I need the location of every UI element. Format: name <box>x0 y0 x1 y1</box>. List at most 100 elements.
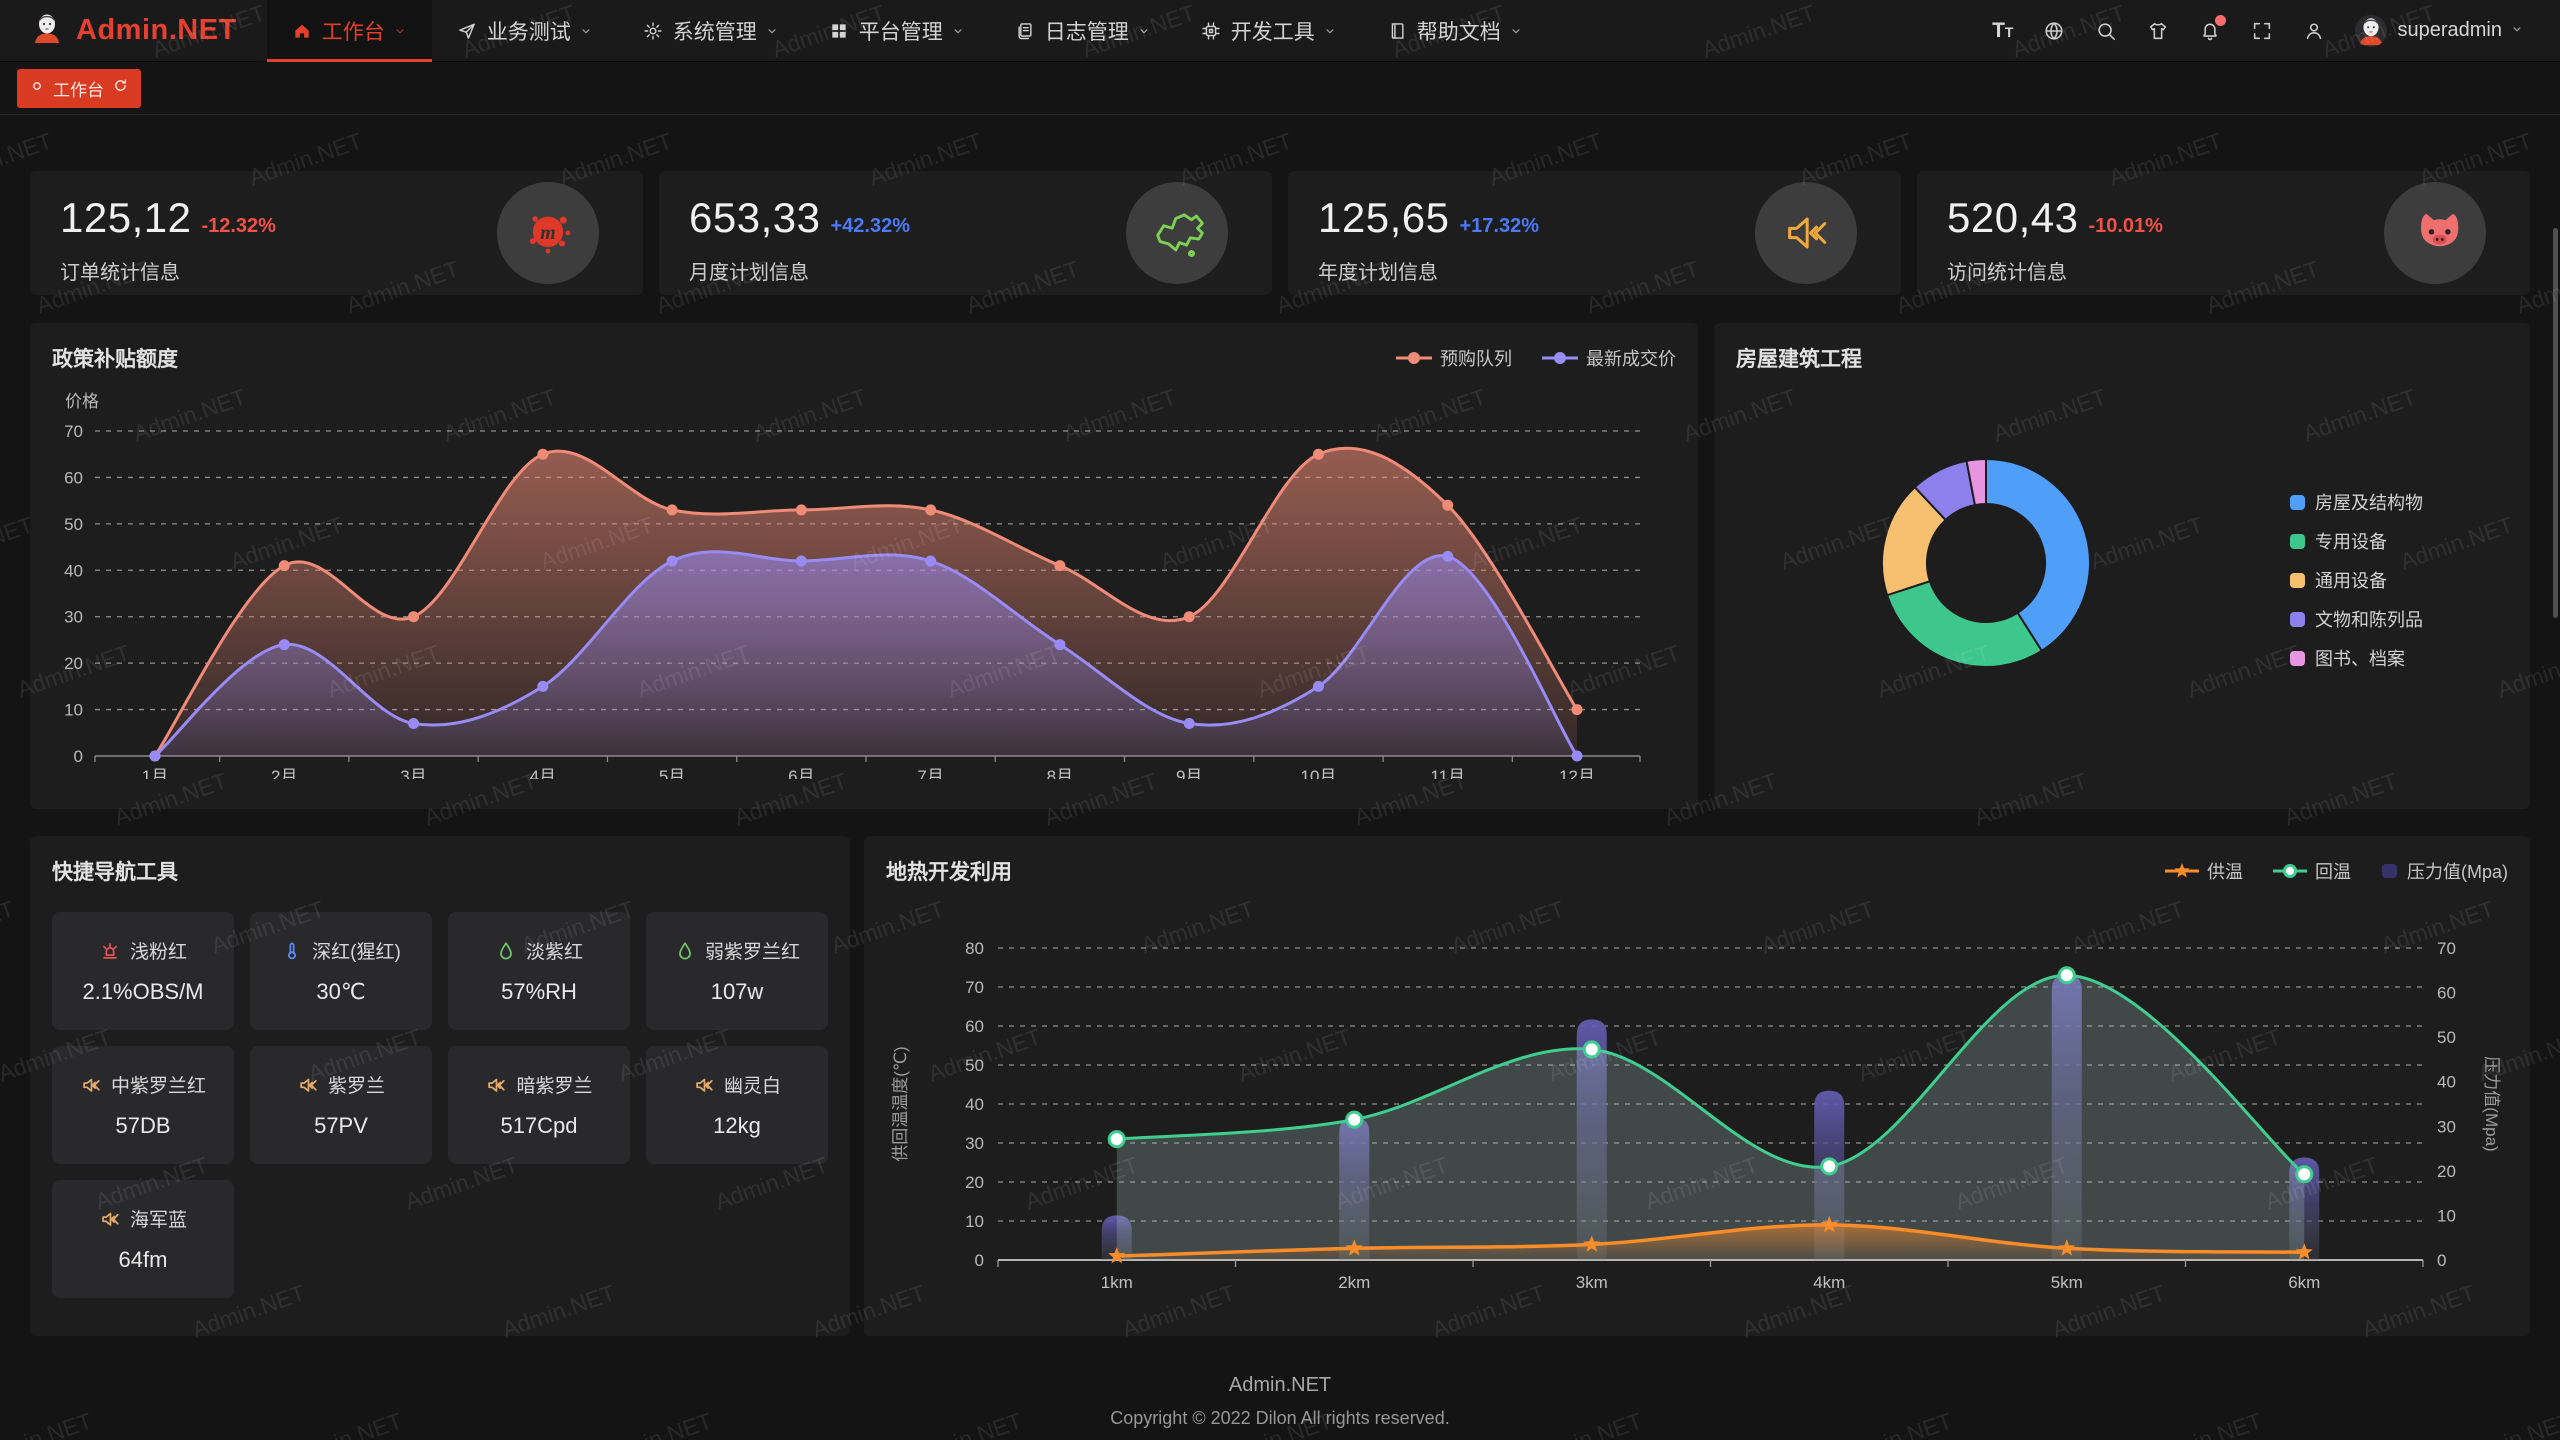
svg-text:3km: 3km <box>1576 1273 1608 1292</box>
menu-item-label: 业务测试 <box>486 20 571 44</box>
footer-app-name: Admin.NET <box>1228 1374 1332 1396</box>
quick-nav-value: 57PV <box>314 1113 368 1138</box>
svg-text:60: 60 <box>965 1017 984 1036</box>
legend-item[interactable]: 图书、档案 <box>2290 645 2423 671</box>
active-tab-dot-icon <box>30 78 44 98</box>
legend-item[interactable]: 回温 <box>2272 858 2351 884</box>
scrollbar-thumb[interactable] <box>2553 228 2558 618</box>
quick-nav-item[interactable]: 紫罗兰 57PV <box>250 1046 432 1164</box>
legend-item[interactable]: 预购队列 <box>1396 345 1512 371</box>
quick-nav-label: 深红(猩红) <box>312 942 401 963</box>
page-content: 125,12 -12.32% 订单统计信息 m 653,33 +42.32% 月度计划信息 1… <box>0 115 2560 1429</box>
tab-label: 工作台 <box>53 80 104 100</box>
font-size-icon[interactable]: TT <box>1992 18 2014 42</box>
refresh-icon[interactable] <box>113 78 128 98</box>
quick-nav-value: 2.1%OBS/M <box>82 979 204 1004</box>
stat-delta: -10.01% <box>2088 215 2163 237</box>
legend-item[interactable]: 房屋及结构物 <box>2290 489 2423 515</box>
speaker-icon <box>80 1074 102 1096</box>
legend-item[interactable]: 专用设备 <box>2290 528 2423 554</box>
legend-label: 供温 <box>2206 862 2243 882</box>
cat-icon <box>2384 182 2486 284</box>
quick-nav-item[interactable]: 海军蓝 64fm <box>52 1180 234 1298</box>
svg-text:40: 40 <box>965 1095 984 1114</box>
svg-text:50: 50 <box>965 1056 984 1075</box>
svg-text:6km: 6km <box>2288 1273 2320 1292</box>
svg-text:80: 80 <box>965 939 984 958</box>
svg-text:40: 40 <box>2437 1073 2456 1092</box>
search-icon[interactable] <box>2095 20 2117 42</box>
menu-item-cpu[interactable]: 开发工具 <box>1176 0 1362 61</box>
footer-copyright: Copyright © 2022 Dilon All rights reserv… <box>1110 1408 1450 1428</box>
stat-delta: -12.32% <box>201 215 276 237</box>
menu-item-grid[interactable]: 平台管理 <box>804 0 990 61</box>
geothermal-chart-title: 地热开发利用 <box>886 861 1012 884</box>
svg-text:20: 20 <box>2437 1162 2456 1181</box>
stat-label: 订单统计信息 <box>60 262 180 284</box>
speaker-icon <box>297 1074 319 1096</box>
brand-logo-avatar <box>30 11 64 50</box>
building-donut-wrap: 房屋及结构物 专用设备通用设备文物和陈列品 图书、档案 <box>1736 373 2508 793</box>
quick-nav-item[interactable]: 幽灵白 12kg <box>646 1046 828 1164</box>
stat-card: 125,12 -12.32% 订单统计信息 m <box>30 171 643 295</box>
notification-badge-dot <box>2215 14 2227 26</box>
stat-value: 653,33 <box>689 194 821 241</box>
legend-label: 房屋及结构物 <box>2315 493 2423 513</box>
quick-nav-item[interactable]: 淡紫红 57%RH <box>448 912 630 1030</box>
top-navbar: Admin.NET 工作台 业务测试 系统管理 平台管理 日志管理 开发工具 帮助文档 TT… <box>0 0 2560 62</box>
profile-icon[interactable] <box>2303 20 2325 42</box>
menu-item-book[interactable]: 帮助文档 <box>1362 0 1548 61</box>
notification-icon[interactable] <box>2199 14 2227 42</box>
quick-nav-item[interactable]: 中紫罗兰红 57DB <box>52 1046 234 1164</box>
svg-text:1km: 1km <box>1101 1273 1133 1292</box>
svg-text:6月: 6月 <box>788 767 814 779</box>
legend-item[interactable]: 文物和陈列品 <box>2290 606 2423 632</box>
menu-item-send[interactable]: 业务测试 <box>432 0 618 61</box>
grid-icon <box>829 21 849 41</box>
china-map-icon <box>1126 182 1228 284</box>
thermometer-icon <box>281 940 303 962</box>
building-chart-card: 房屋建筑工程 房屋及结构物 专用设备 通用设备 文物和陈列品 图书、档案 <box>1714 323 2530 809</box>
legend-swatch <box>2290 494 2305 510</box>
legend-item[interactable]: 压力值(Mpa) <box>2381 858 2508 884</box>
menu-item-log-file[interactable]: 日志管理 <box>990 0 1176 61</box>
menu-item-home[interactable]: 工作台 <box>266 0 432 62</box>
quick-nav-value: 64fm <box>118 1247 168 1272</box>
stat-value: 520,43 <box>1947 194 2079 241</box>
svg-text:9月: 9月 <box>1176 767 1202 779</box>
language-icon[interactable] <box>2043 20 2065 42</box>
chevron-down-icon <box>1137 24 1151 38</box>
log-file-icon <box>1015 21 1035 41</box>
fullscreen-icon[interactable] <box>2251 20 2273 42</box>
legend-label: 回温 <box>2314 862 2351 882</box>
stat-delta: +42.32% <box>830 215 910 237</box>
legend-item[interactable]: 通用设备 <box>2290 567 2423 593</box>
svg-text:30: 30 <box>64 608 83 627</box>
legend-item[interactable]: 最新成交价 <box>1542 345 1676 371</box>
menu-item-label: 帮助文档 <box>1416 20 1501 44</box>
quick-nav-item[interactable]: 弱紫罗兰红 107w <box>646 912 828 1030</box>
svg-text:0: 0 <box>975 1251 984 1270</box>
legend-label: 专用设备 <box>2315 532 2387 552</box>
theme-icon[interactable] <box>2147 20 2169 42</box>
building-donut-chart <box>1881 457 2091 668</box>
quick-nav-item[interactable]: 暗紫罗兰 517Cpd <box>448 1046 630 1164</box>
stat-card: 125,65 +17.32% 年度计划信息 <box>1288 171 1901 295</box>
menu-item-gear[interactable]: 系统管理 <box>618 0 804 61</box>
svg-text:10: 10 <box>965 1212 984 1231</box>
user-menu[interactable]: superadmin <box>2355 14 2524 47</box>
quick-nav-item[interactable]: 深红(猩红) 30℃ <box>250 912 432 1030</box>
legend-item[interactable]: 供温 <box>2164 858 2243 884</box>
quick-nav-label: 暗紫罗兰 <box>516 1076 593 1097</box>
stat-label: 月度计划信息 <box>689 262 809 284</box>
stat-value: 125,12 <box>60 194 192 241</box>
navbar-actions: TT superadmin <box>1992 0 2560 61</box>
svg-text:3月: 3月 <box>400 767 426 779</box>
quick-nav-item[interactable]: 浅粉红 2.1%OBS/M <box>52 912 234 1030</box>
brand[interactable]: Admin.NET <box>0 0 267 61</box>
legend-swatch <box>2290 611 2305 627</box>
tab-workbench[interactable]: 工作台 <box>17 68 141 108</box>
svg-text:7月: 7月 <box>917 767 943 779</box>
svg-text:价格: 价格 <box>65 392 99 411</box>
quick-nav-value: 57DB <box>115 1113 171 1138</box>
